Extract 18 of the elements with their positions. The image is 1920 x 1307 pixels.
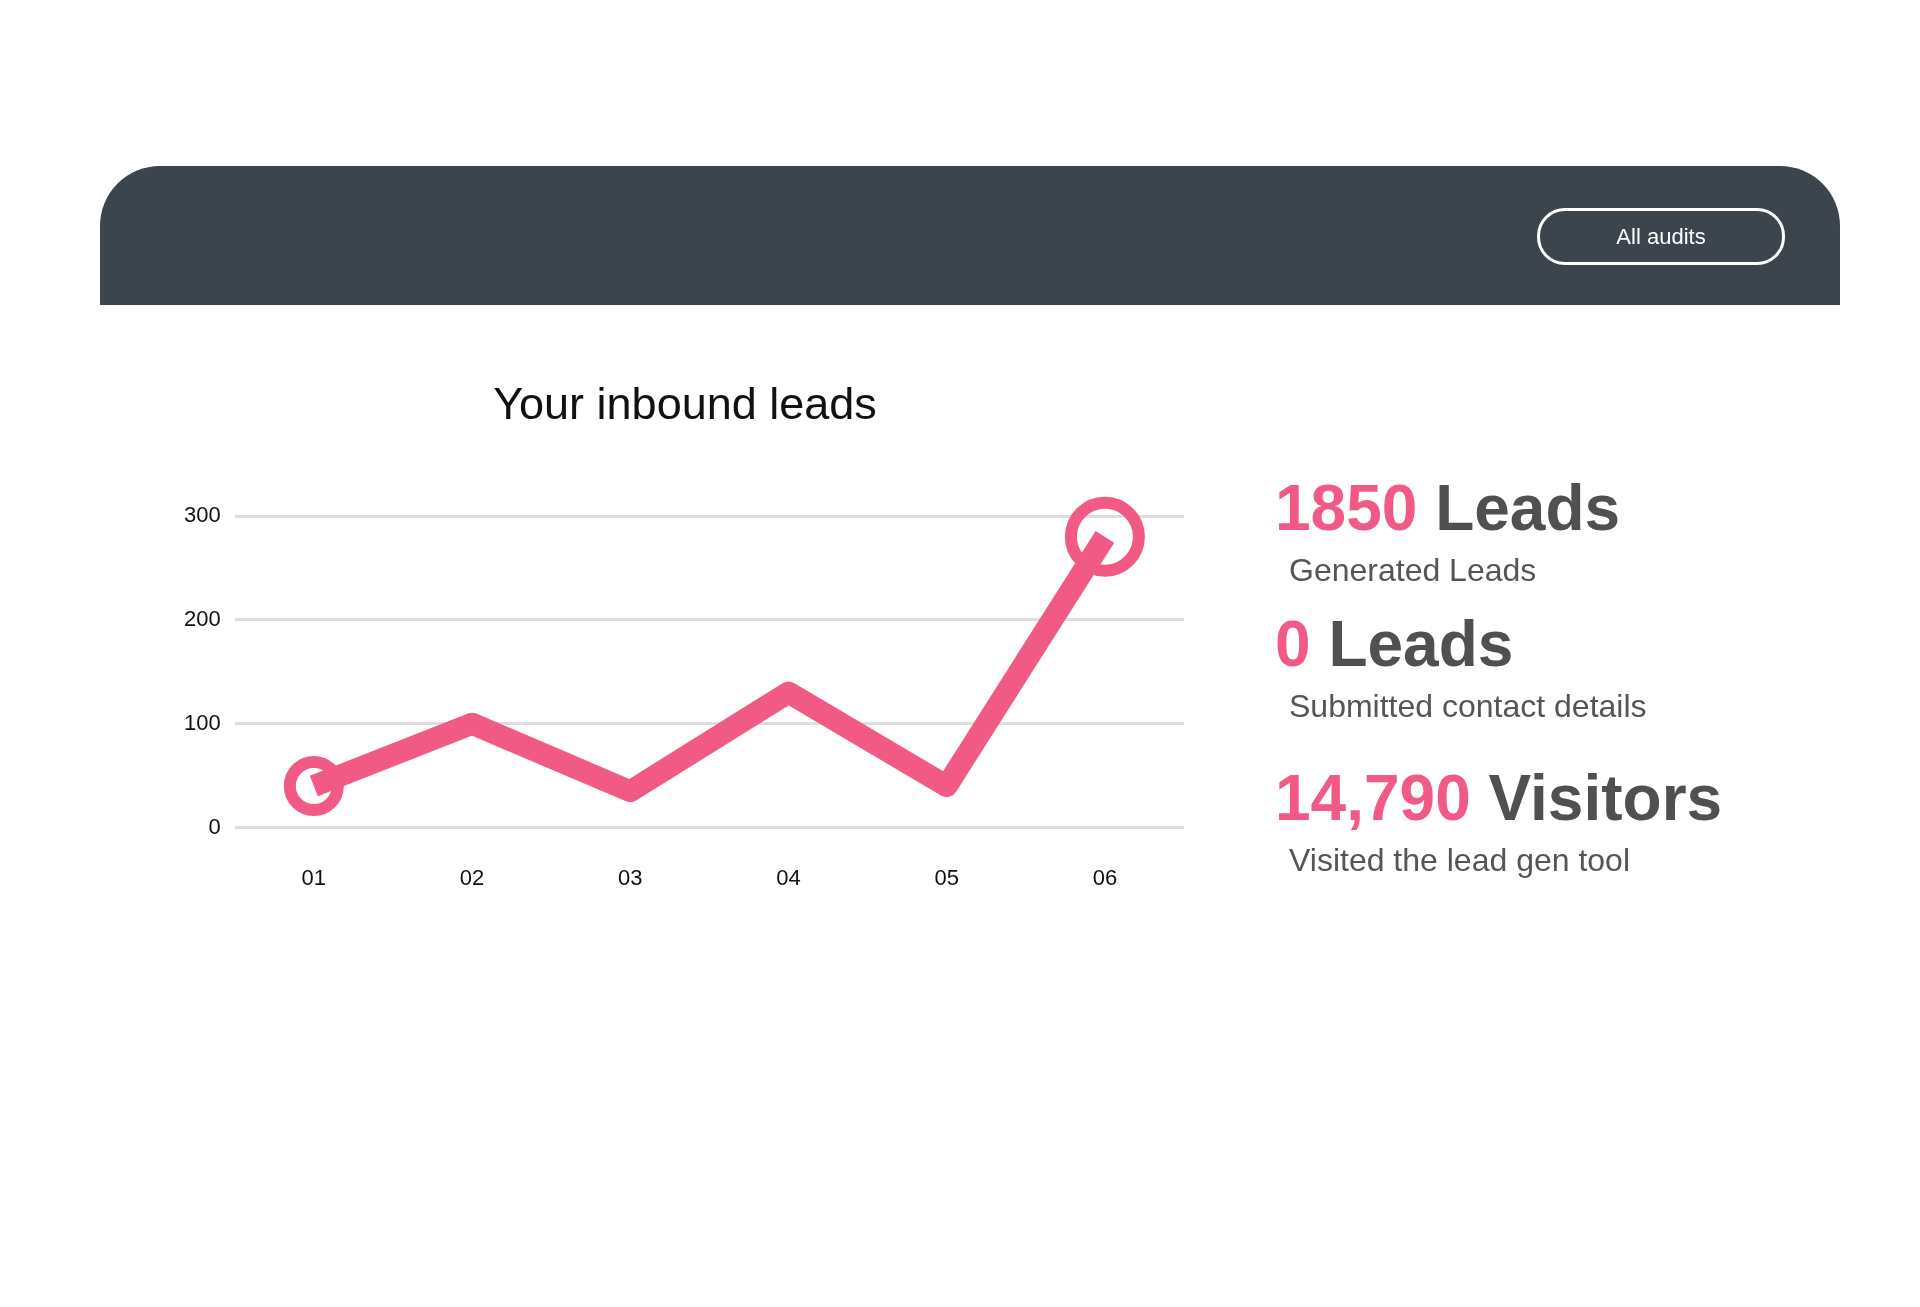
text: Generated Leads xyxy=(1289,551,1538,590)
x-tick-label: 05 xyxy=(934,864,959,890)
text: 1850 Leads xyxy=(1275,471,1622,546)
text: Visited the lead gen tool xyxy=(1289,841,1631,880)
y-tick-label: 100 xyxy=(183,709,221,735)
text: All audits xyxy=(1537,208,1785,265)
text: Submitted contact details xyxy=(1289,687,1648,726)
x-tick-label: 04 xyxy=(776,864,801,890)
text: 0 Leads xyxy=(1275,607,1515,682)
y-tick-label: 200 xyxy=(183,605,221,631)
x-tick-label: 06 xyxy=(1092,864,1118,890)
text: 14,790 Visitors xyxy=(1275,761,1724,836)
x-tick-label: 03 xyxy=(618,864,643,890)
y-tick-label: 300 xyxy=(183,502,221,528)
x-tick-label: 01 xyxy=(301,864,327,890)
chart-title: Your inbound leads xyxy=(492,378,878,430)
x-tick-label: 02 xyxy=(459,864,485,890)
y-tick-label: 0 xyxy=(208,813,221,839)
